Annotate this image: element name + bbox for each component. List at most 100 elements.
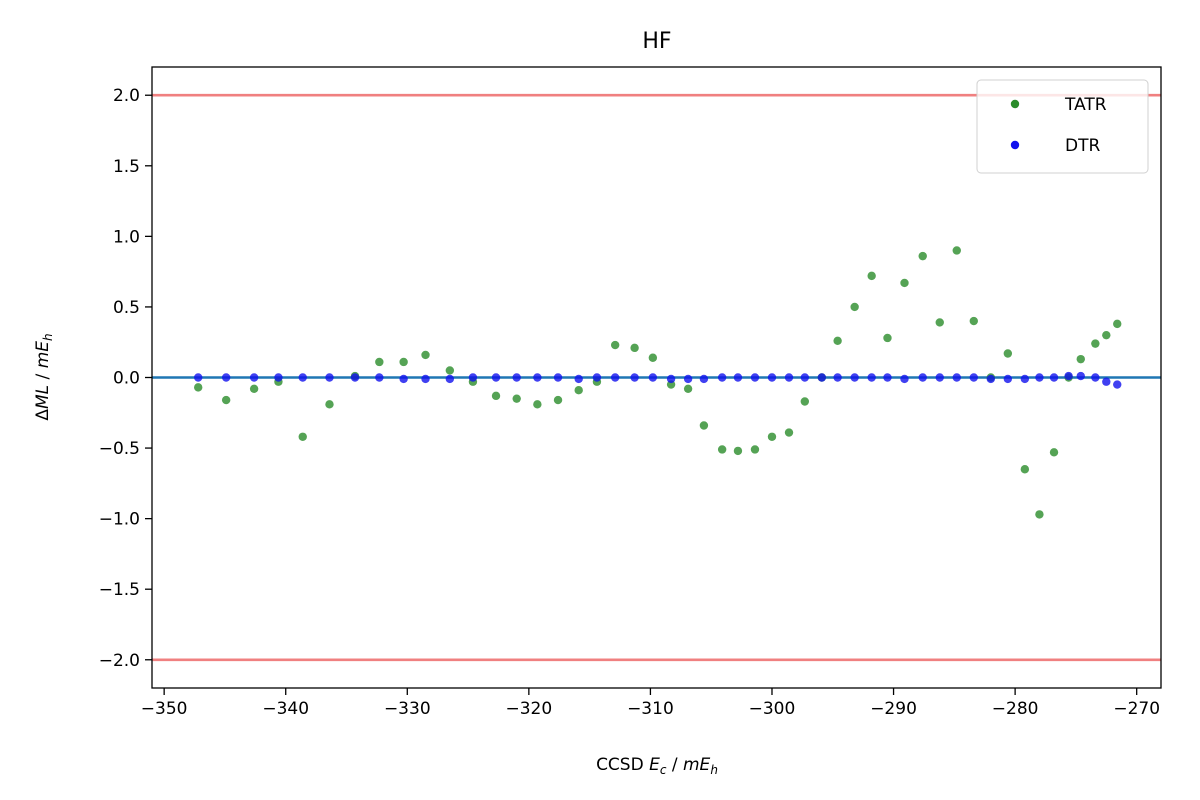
- dtr-point: [833, 373, 842, 382]
- dtr-point: [952, 373, 961, 382]
- y-tick-label: 2.0: [113, 86, 140, 106]
- dtr-point: [194, 373, 203, 382]
- dtr-point: [750, 373, 760, 382]
- dtr-point: [1102, 377, 1111, 386]
- dtr-point: [630, 373, 639, 382]
- dtr-point: [274, 373, 283, 382]
- y-tick-label: 0.0: [113, 369, 140, 389]
- x-tick-label: −300: [749, 699, 796, 719]
- dtr-point: [399, 374, 408, 384]
- x-tick-label: −280: [992, 699, 1039, 719]
- legend-marker-tatr: [1010, 99, 1020, 109]
- tatr-point: [900, 278, 909, 288]
- tatr-point: [1091, 339, 1100, 348]
- x-tick-label: −340: [262, 699, 309, 719]
- tatr-point: [935, 318, 944, 327]
- dtr-point: [666, 374, 676, 384]
- tatr-point: [574, 386, 583, 395]
- dtr-point: [784, 373, 794, 382]
- legend-label-dtr: DTR: [1065, 136, 1100, 156]
- dtr-point: [1076, 371, 1085, 381]
- tatr-point: [1113, 319, 1122, 329]
- dtr-point: [699, 374, 709, 384]
- tatr-point: [918, 251, 927, 261]
- dtr-point: [733, 373, 743, 382]
- x-tick-label: −290: [870, 699, 917, 719]
- dtr-point: [900, 374, 909, 384]
- y-tick-label: −0.5: [99, 439, 140, 459]
- dtr-point: [717, 373, 727, 382]
- dtr-point: [512, 373, 521, 382]
- dtr-point: [421, 374, 430, 384]
- dtr-point: [468, 373, 478, 382]
- dtr-point: [850, 373, 859, 382]
- series-tatr: [194, 246, 1122, 519]
- x-axis-label: CCSD Ec / mEh: [596, 755, 718, 777]
- x-tick-label: −270: [1113, 699, 1160, 719]
- x-tick-label: −330: [384, 699, 431, 719]
- tatr-point: [969, 316, 978, 326]
- tatr-point: [767, 432, 777, 441]
- legend: TATR DTR: [976, 79, 1149, 174]
- tatr-point: [800, 397, 810, 406]
- chart-title: HF: [642, 29, 671, 54]
- tatr-point: [750, 445, 760, 454]
- tatr-point: [512, 394, 521, 403]
- tatr-point: [221, 395, 231, 405]
- dtr-point: [610, 373, 620, 382]
- tatr-point: [683, 384, 693, 393]
- y-tick-label: 1.0: [113, 227, 140, 247]
- dtr-point: [1091, 373, 1100, 382]
- tatr-point: [1020, 465, 1030, 474]
- dtr-point: [249, 373, 259, 382]
- y-tick-label: 0.5: [113, 298, 140, 318]
- tatr-point: [883, 333, 892, 343]
- tatr-point: [421, 350, 430, 360]
- dtr-point: [574, 374, 583, 384]
- y-tick-label: −1.0: [99, 510, 140, 530]
- dtr-point: [1003, 374, 1013, 384]
- y-tick-label: 1.5: [113, 157, 140, 177]
- tatr-point: [850, 302, 859, 312]
- dtr-point: [817, 373, 827, 382]
- dtr-point: [592, 373, 602, 382]
- dtr-point: [221, 373, 231, 382]
- legend-marker-dtr: [1010, 140, 1020, 150]
- tatr-point: [717, 445, 727, 454]
- tatr-point: [399, 357, 408, 367]
- dtr-point: [969, 373, 978, 382]
- tatr-point: [375, 357, 384, 367]
- dtr-point: [298, 373, 307, 382]
- y-tick-label: −1.5: [99, 580, 140, 600]
- dtr-point: [648, 373, 658, 382]
- tatr-point: [630, 343, 639, 353]
- dtr-point: [553, 373, 563, 382]
- x-tick-label: −310: [627, 699, 674, 719]
- dtr-point: [1020, 374, 1030, 384]
- dtr-point: [867, 373, 876, 382]
- dtr-point: [445, 374, 455, 384]
- x-tick-label: −320: [506, 699, 553, 719]
- tatr-point: [1102, 330, 1111, 340]
- axes: −350 −340 −330 −320 −310 −300 −290 −280 −270 2.0 1…: [99, 86, 1160, 719]
- tatr-point: [833, 336, 842, 345]
- tatr-point: [784, 428, 794, 437]
- tatr-point: [733, 446, 743, 456]
- dtr-point: [350, 373, 360, 382]
- plot-area: [152, 93, 1161, 662]
- x-tick-label: −350: [141, 699, 188, 719]
- dtr-point: [533, 373, 542, 382]
- dtr-point: [1064, 371, 1073, 381]
- tatr-point: [1049, 448, 1059, 457]
- tatr-point: [867, 271, 876, 281]
- dtr-point: [767, 373, 777, 382]
- dtr-point: [1113, 380, 1122, 389]
- tatr-point: [1035, 510, 1044, 519]
- tatr-point: [610, 340, 620, 350]
- dtr-point: [491, 373, 501, 382]
- tatr-point: [325, 400, 334, 409]
- tatr-point: [194, 383, 203, 392]
- dtr-point: [683, 374, 693, 384]
- tatr-point: [491, 391, 501, 401]
